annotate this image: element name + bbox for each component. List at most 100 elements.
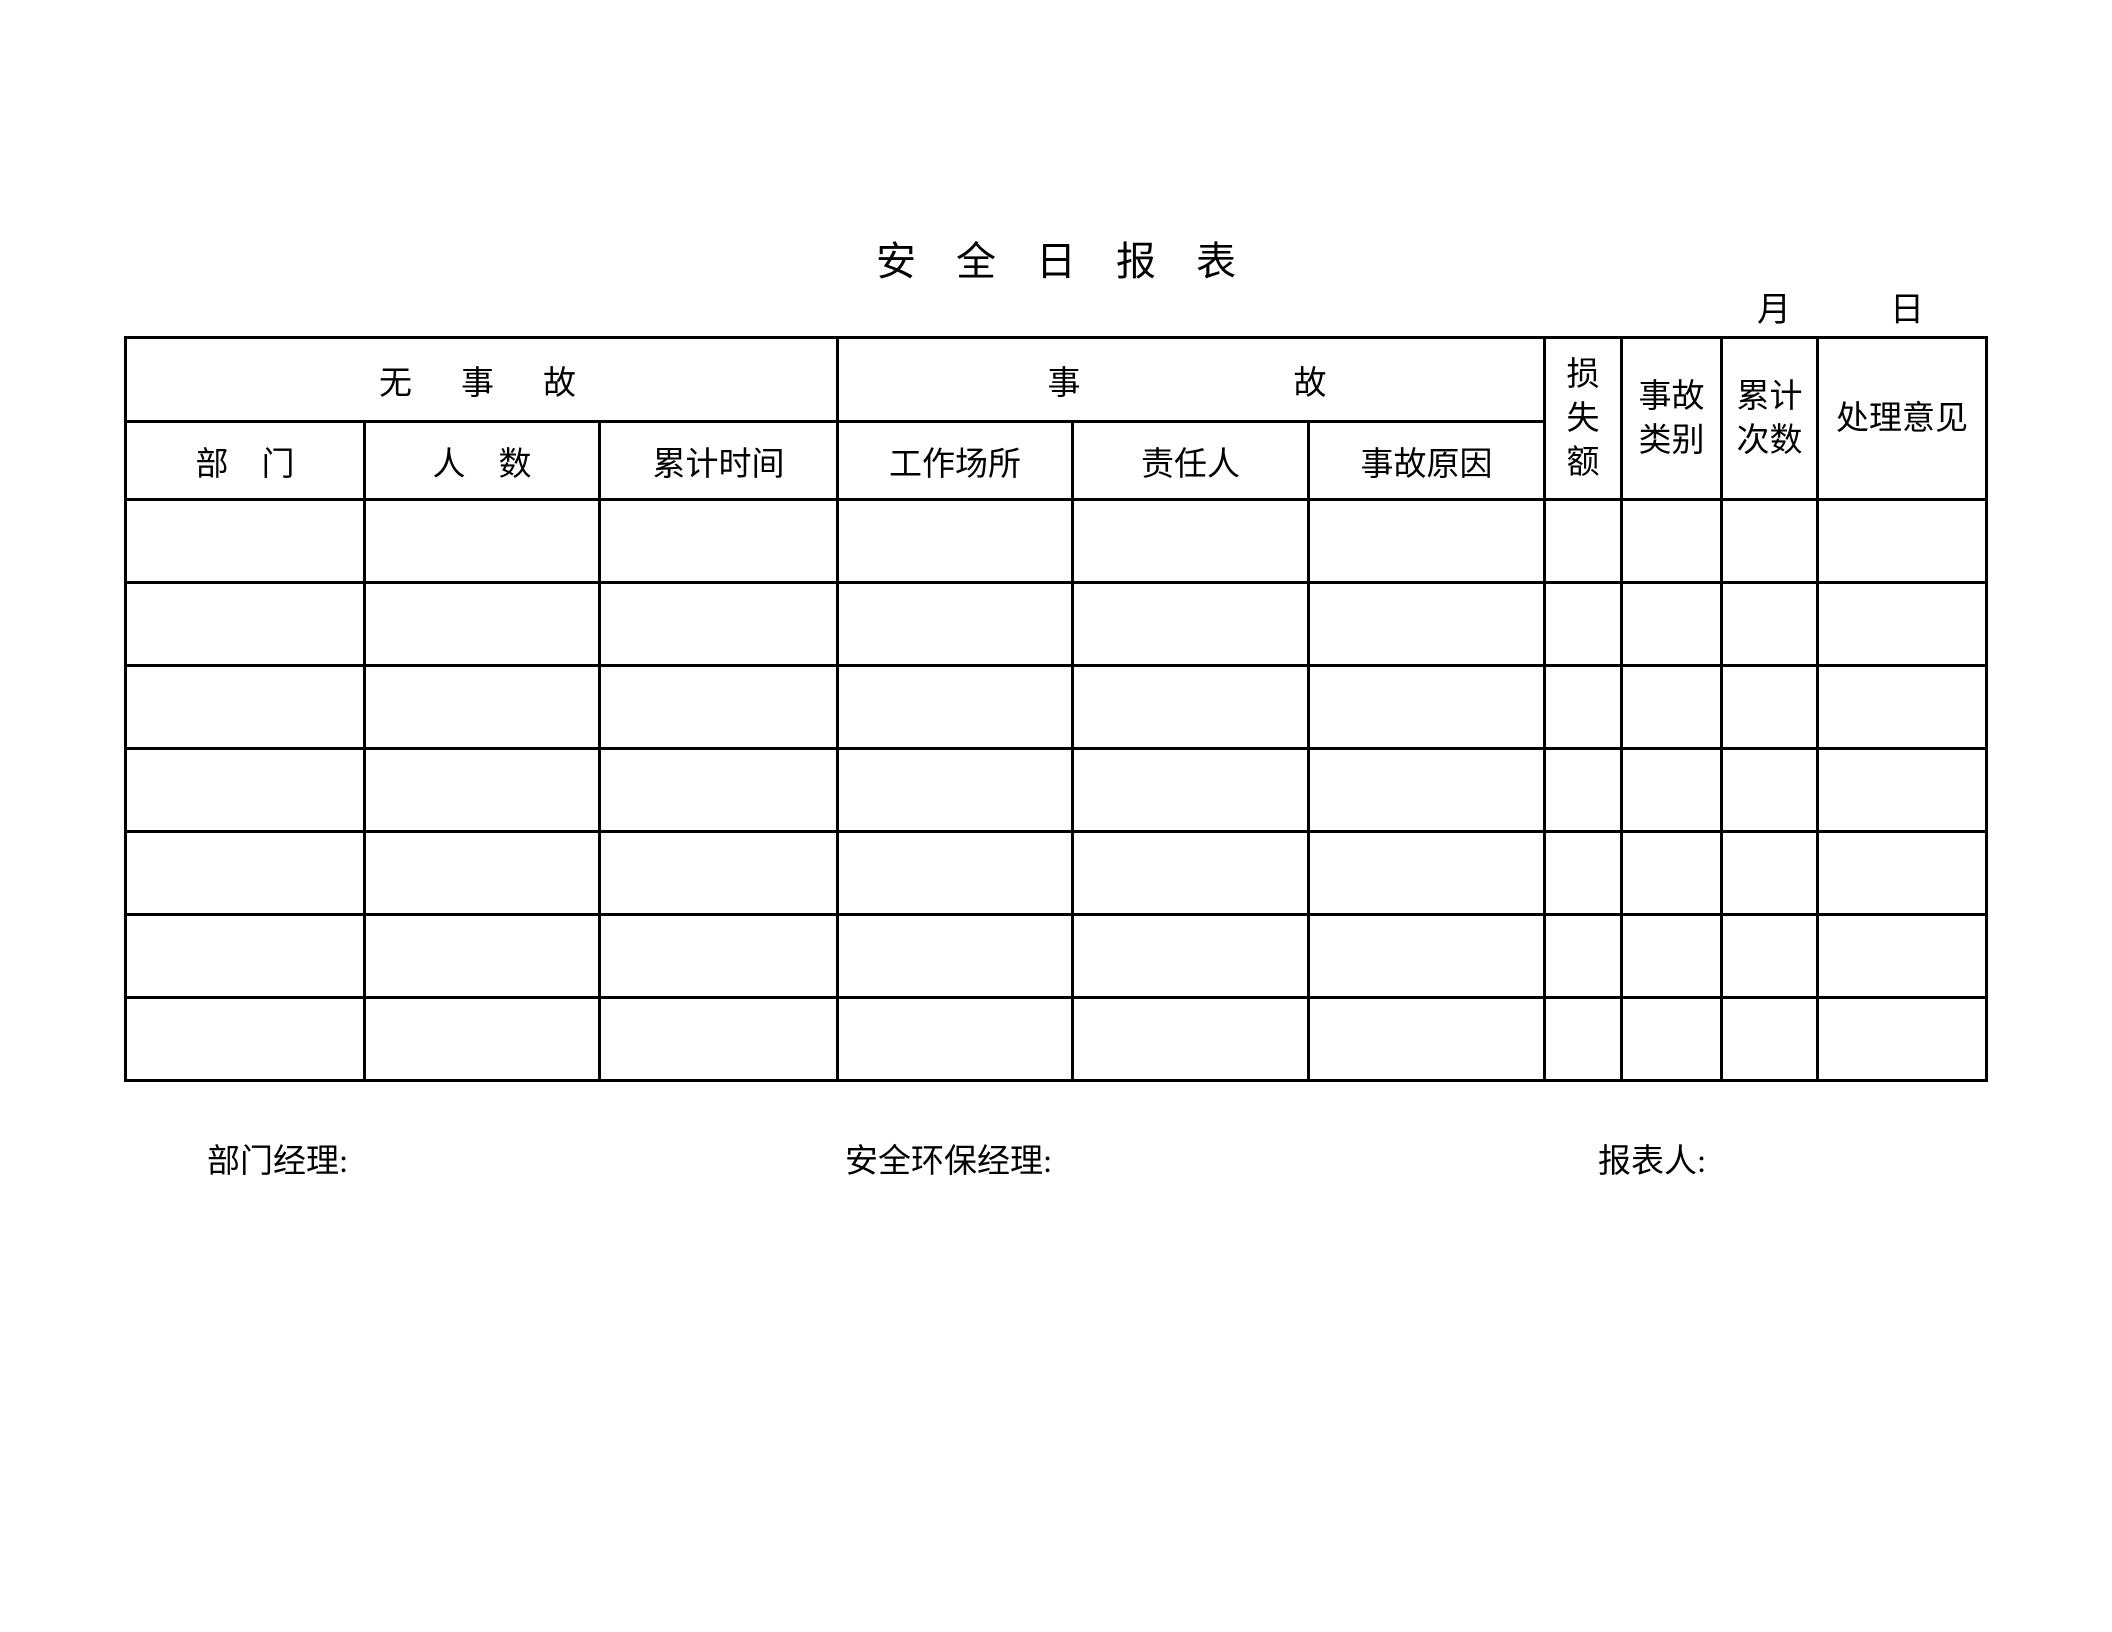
body-cell[interactable] [1816, 913, 1989, 999]
body-cell[interactable] [1620, 498, 1724, 584]
body-cell[interactable] [1720, 913, 1820, 999]
body-cell[interactable] [1071, 747, 1311, 833]
body-cell[interactable] [1071, 498, 1311, 584]
header-cumulative-count-line2: 次数 [1736, 422, 1803, 459]
body-cell[interactable] [1307, 996, 1547, 1082]
body-cell[interactable] [1620, 664, 1724, 750]
body-cell[interactable] [363, 830, 601, 916]
body-cell[interactable] [1720, 830, 1820, 916]
header-cumulative-count: 累计 次数 [1720, 336, 1820, 501]
body-cell[interactable] [363, 996, 601, 1082]
body-cell[interactable] [1071, 664, 1311, 750]
body-cell[interactable] [1816, 747, 1989, 833]
body-cell[interactable] [836, 581, 1075, 667]
body-cell[interactable] [1543, 830, 1624, 916]
body-cell[interactable] [1720, 996, 1820, 1082]
body-cell[interactable] [124, 498, 366, 584]
body-cell[interactable] [597, 996, 840, 1082]
body-cell[interactable] [1307, 498, 1547, 584]
header-workplace: 工作场所 [836, 420, 1075, 501]
body-cell[interactable] [1720, 664, 1820, 750]
body-cell[interactable] [597, 913, 840, 999]
table-row [124, 498, 1989, 584]
table-row [124, 664, 1989, 750]
table-row [124, 830, 1989, 916]
body-cell[interactable] [1620, 747, 1724, 833]
body-cell[interactable] [1620, 830, 1724, 916]
body-cell[interactable] [1816, 664, 1989, 750]
table-row [124, 996, 1989, 1082]
body-cell[interactable] [1543, 498, 1624, 584]
header-loss-amount-line1: 损 [1566, 356, 1600, 393]
body-cell[interactable] [597, 747, 840, 833]
body-cell[interactable] [836, 913, 1075, 999]
department-manager-label: 部门经理: [207, 1144, 349, 1180]
body-cell[interactable] [597, 498, 840, 584]
body-cell[interactable] [363, 498, 601, 584]
body-cell[interactable] [1307, 664, 1547, 750]
body-cell[interactable] [1543, 996, 1624, 1082]
day-label: 日 [1890, 292, 1924, 329]
reporter-label: 报表人: [1598, 1144, 1707, 1180]
body-cell[interactable] [836, 747, 1075, 833]
body-cell[interactable] [363, 581, 601, 667]
group-header-row: 无 事 故 事 故 损 失 额 事故 类别 累计 次数 处理意见 [123, 336, 1989, 501]
body-cell[interactable] [836, 498, 1075, 584]
body-cell[interactable] [1071, 581, 1311, 667]
group-header-no-accident: 无 事 故 [123, 336, 840, 423]
body-cell[interactable] [124, 664, 366, 750]
table-row [124, 747, 1989, 833]
body-cell[interactable] [1543, 747, 1624, 833]
body-cell[interactable] [1620, 581, 1724, 667]
body-cell[interactable] [836, 664, 1075, 750]
body-cell[interactable] [597, 830, 840, 916]
body-cell[interactable] [1071, 996, 1311, 1082]
body-cell[interactable] [1720, 498, 1820, 584]
page-title: 安 全 日 报 表 [876, 239, 1236, 284]
header-handling-opinion-line1: 处理意见 [1836, 400, 1969, 437]
body-cell[interactable] [124, 830, 366, 916]
body-cell[interactable] [124, 581, 366, 667]
group-header-accident: 事 故 [836, 336, 1547, 423]
body-cell[interactable] [1307, 913, 1547, 999]
body-cell[interactable] [1720, 747, 1820, 833]
body-cell[interactable] [124, 913, 366, 999]
body-cell[interactable] [1816, 581, 1989, 667]
body-cell[interactable] [1543, 913, 1624, 999]
body-cell[interactable] [836, 996, 1075, 1082]
header-loss-amount: 损 失 额 [1543, 336, 1624, 501]
body-cell[interactable] [1307, 581, 1547, 667]
header-loss-amount-line2: 失 [1566, 400, 1600, 437]
header-department: 部 门 [124, 420, 366, 501]
body-cell[interactable] [124, 996, 366, 1082]
header-responsible-person: 责任人 [1071, 420, 1311, 501]
header-cumulative-time: 累计时间 [597, 420, 840, 501]
body-cell[interactable] [1816, 830, 1989, 916]
body-cell[interactable] [1071, 913, 1311, 999]
body-cell[interactable] [1720, 581, 1820, 667]
header-people-count: 人 数 [363, 420, 601, 501]
body-cell[interactable] [1543, 581, 1624, 667]
body-cell[interactable] [1620, 996, 1724, 1082]
body-cell[interactable] [1816, 498, 1989, 584]
body-cell[interactable] [363, 913, 601, 999]
body-cell[interactable] [363, 747, 601, 833]
body-cell[interactable] [1307, 830, 1547, 916]
body-cell[interactable] [1307, 747, 1547, 833]
body-cell[interactable] [597, 664, 840, 750]
body-cell[interactable] [1543, 664, 1624, 750]
table-row [124, 913, 1989, 999]
body-cell[interactable] [597, 581, 840, 667]
body-cell[interactable] [1620, 913, 1724, 999]
header-accident-category: 事故 类别 [1620, 336, 1724, 501]
header-loss-amount-line3: 额 [1566, 444, 1600, 481]
body-cell[interactable] [124, 747, 366, 833]
header-accident-cause: 事故原因 [1307, 420, 1547, 501]
body-cell[interactable] [1071, 830, 1311, 916]
body-cell[interactable] [363, 664, 601, 750]
header-cumulative-count-line1: 累计 [1736, 378, 1803, 415]
safety-env-manager-label: 安全环保经理: [845, 1144, 1053, 1180]
body-cell[interactable] [836, 830, 1075, 916]
body-cell[interactable] [1816, 996, 1989, 1082]
